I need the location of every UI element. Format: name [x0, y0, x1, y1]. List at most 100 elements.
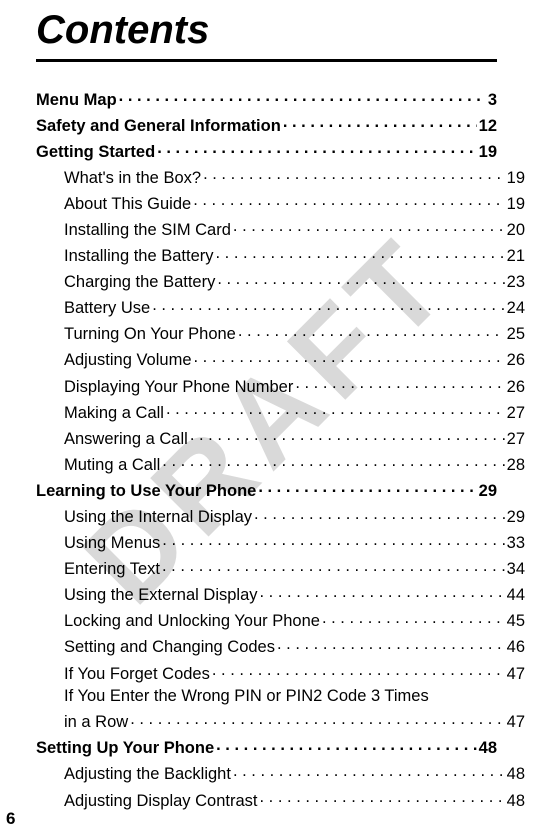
toc-leader	[194, 349, 505, 366]
title-rule	[36, 59, 497, 62]
toc-label: Turning On Your Phone	[64, 326, 236, 343]
toc-label: Installing the Battery	[64, 248, 214, 265]
toc-leader	[260, 584, 505, 601]
toc-page: 48	[479, 740, 497, 757]
toc-entry: Making a Call 27	[36, 401, 525, 421]
toc-entry-wrap-line1: If You Enter the Wrong PIN or PIN2 Code …	[36, 688, 497, 705]
toc-leader	[277, 636, 505, 653]
toc-leader	[203, 166, 505, 183]
toc-entry: Getting Started 19	[36, 140, 497, 160]
toc-leader	[322, 610, 505, 627]
toc-label: Getting Started	[36, 144, 155, 161]
toc-leader	[162, 453, 504, 470]
toc-label: Menu Map	[36, 92, 117, 109]
toc-entry: Menu Map 3	[36, 88, 497, 108]
toc-entry: Learning to Use Your Phone 29	[36, 479, 497, 499]
toc-leader	[238, 323, 505, 340]
toc-label: Making a Call	[64, 405, 164, 422]
toc-page: 26	[507, 379, 525, 396]
toc-page: 23	[507, 274, 525, 291]
toc-label: About This Guide	[64, 196, 191, 213]
toc-leader	[212, 662, 505, 679]
toc-label: Battery Use	[64, 300, 150, 317]
toc-entry: About This Guide 19	[36, 192, 525, 212]
toc-entry: Using the Internal Display29	[36, 506, 525, 526]
toc-leader	[260, 789, 505, 806]
toc-entry: Installing the Battery 21	[36, 245, 525, 265]
toc-label: If You Forget Codes	[64, 666, 210, 683]
toc-label: Using the Internal Display	[64, 509, 252, 526]
toc-leader	[295, 375, 504, 392]
toc-leader	[233, 763, 505, 780]
toc-label: Learning to Use Your Phone	[36, 483, 256, 500]
toc-leader	[162, 558, 505, 575]
toc-page: 29	[479, 483, 497, 500]
toc-entry: Battery Use 24	[36, 297, 525, 317]
toc-label: Entering Text	[64, 561, 160, 578]
toc-leader	[217, 271, 504, 288]
toc-page: 46	[507, 639, 525, 656]
toc-entry: Safety and General Information 12	[36, 114, 497, 134]
toc-page: 48	[507, 766, 525, 783]
toc-label: Displaying Your Phone Number	[64, 379, 293, 396]
toc-entry: Adjusting Display Contrast 48	[36, 789, 525, 809]
toc-leader	[190, 427, 505, 444]
toc-entry: Installing the SIM Card 20	[36, 218, 525, 238]
toc-leader	[152, 297, 504, 314]
toc-label: Adjusting Display Contrast	[64, 793, 258, 810]
toc-leader	[130, 711, 504, 728]
toc-page: 24	[507, 300, 525, 317]
toc-label: Setting and Changing Codes	[64, 639, 275, 656]
toc-leader	[157, 140, 476, 157]
toc-page: 26	[507, 352, 525, 369]
toc-label: Locking and Unlocking Your Phone	[64, 613, 320, 630]
toc-label: Adjusting the Backlight	[64, 766, 231, 783]
toc-entry: Displaying Your Phone Number 26	[36, 375, 525, 395]
toc-entry: in a Row 47	[36, 711, 525, 731]
toc-label: Muting a Call	[64, 457, 160, 474]
toc-page: 20	[507, 222, 525, 239]
toc-label: Installing the SIM Card	[64, 222, 231, 239]
toc-page: 47	[507, 666, 525, 683]
toc-page: 44	[507, 587, 525, 604]
toc-page: 47	[507, 714, 525, 731]
toc-page: 12	[479, 118, 497, 135]
toc-leader	[216, 245, 505, 262]
toc-leader	[258, 479, 476, 496]
toc-entry: Entering Text 34	[36, 558, 525, 578]
toc-page: 27	[507, 405, 525, 422]
toc-page: 21	[507, 248, 525, 265]
toc-page: 33	[507, 535, 525, 552]
toc-label: Answering a Call	[64, 431, 188, 448]
toc-entry: Charging the Battery 23	[36, 271, 525, 291]
toc-label: What's in the Box?	[64, 170, 201, 187]
toc-leader	[119, 88, 486, 105]
toc-entry: Adjusting Volume 26	[36, 349, 525, 369]
page-title: Contents	[36, 8, 497, 53]
toc-entry: Setting Up Your Phone48	[36, 737, 497, 757]
toc-label: Adjusting Volume	[64, 352, 192, 369]
toc-entry: Muting a Call 28	[36, 453, 525, 473]
toc-label: Charging the Battery	[64, 274, 215, 291]
toc-entry: If You Forget Codes 47	[36, 662, 525, 682]
toc-page: 45	[507, 613, 525, 630]
toc-page: 3	[488, 92, 497, 109]
toc-label: in a Row	[64, 714, 128, 731]
toc-label: Using Menus	[64, 535, 160, 552]
toc-entry: Adjusting the Backlight 48	[36, 763, 525, 783]
toc-label: Using the External Display	[64, 587, 258, 604]
toc-leader	[166, 401, 505, 418]
toc-leader	[283, 114, 477, 131]
toc-page: 25	[507, 326, 525, 343]
toc-leader	[254, 506, 505, 523]
toc-page: 19	[507, 196, 525, 213]
toc-page: 48	[507, 793, 525, 810]
toc-page: 19	[507, 170, 525, 187]
toc-entry: What's in the Box? 19	[36, 166, 525, 186]
toc-page: 28	[507, 457, 525, 474]
toc-leader	[216, 737, 477, 754]
toc-label: Safety and General Information	[36, 118, 281, 135]
toc-entry: Locking and Unlocking Your Phone 45	[36, 610, 525, 630]
toc-page: 19	[479, 144, 497, 161]
toc-page: 34	[507, 561, 525, 578]
